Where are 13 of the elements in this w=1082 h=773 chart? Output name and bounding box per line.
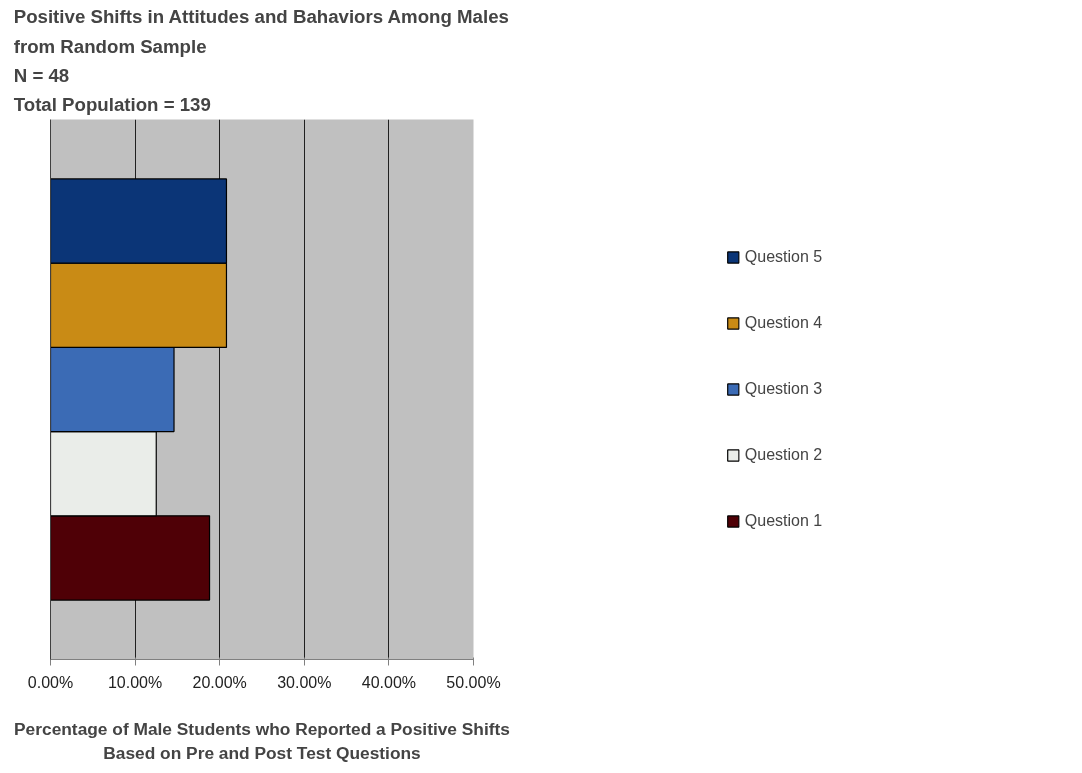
x-tick-label: 50.00% bbox=[446, 673, 501, 691]
legend-label: Question 4 bbox=[744, 314, 823, 332]
x-tick-label: 30.00% bbox=[277, 673, 332, 691]
chart-title: Positive Shifts in Attitudes and Bahaviors Among Males from Random Sample N = 48 Total Population = 139 bbox=[13, 6, 509, 116]
legend-label: Question 5 bbox=[744, 248, 823, 266]
x-axis-title: Percentage of Male Students who Reported a Positive Shifts Based on Pre and Post Test Questions bbox=[14, 718, 510, 763]
x-tick-label: 40.00% bbox=[361, 673, 417, 691]
x-tick-label: 0.00% bbox=[27, 673, 74, 691]
x-tick-label: 10.00% bbox=[107, 673, 163, 691]
legend-label: Question 3 bbox=[744, 380, 823, 398]
legend-label: Question 1 bbox=[744, 512, 823, 530]
x-tick-label: 20.00% bbox=[192, 673, 247, 691]
legend-label: Question 2 bbox=[744, 446, 823, 464]
